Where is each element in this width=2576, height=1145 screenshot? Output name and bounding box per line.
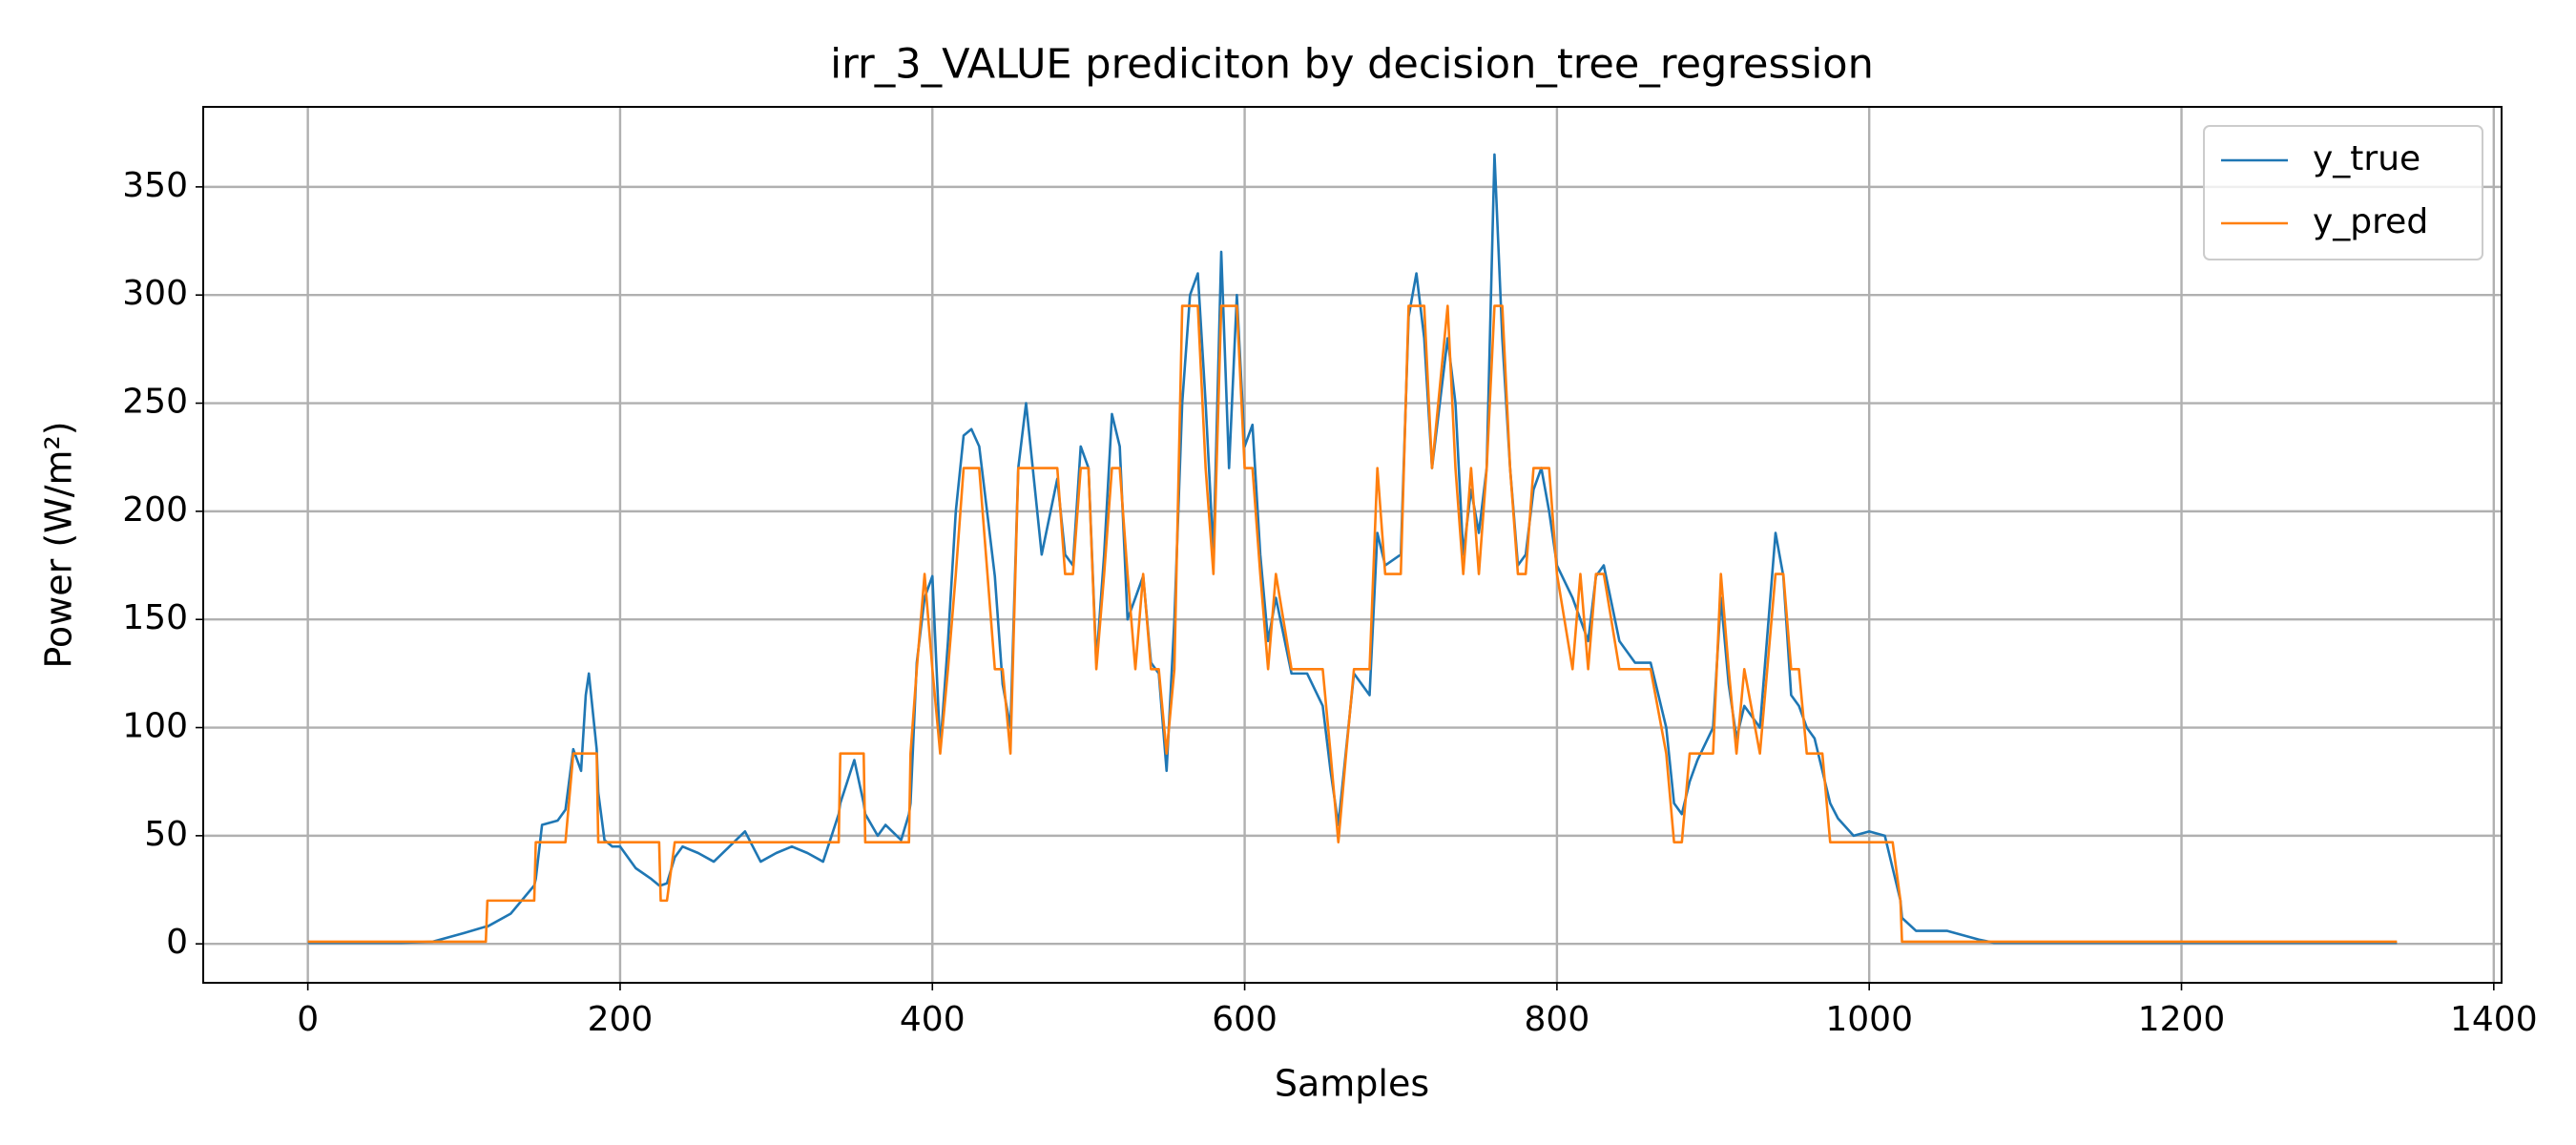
x-tick-label: 200 xyxy=(588,1000,654,1039)
y-axis-label: Power (W/m²) xyxy=(38,421,80,668)
x-tick-label: 1400 xyxy=(2450,1000,2538,1039)
x-tick-label: 0 xyxy=(297,1000,319,1039)
x-tick-label: 800 xyxy=(1525,1000,1590,1039)
x-tick-label: 1000 xyxy=(1825,1000,1913,1039)
x-axis-label: Samples xyxy=(1275,1063,1429,1105)
x-tick-label: 400 xyxy=(900,1000,966,1039)
x-tick-label: 1200 xyxy=(2138,1000,2226,1039)
axes-frame xyxy=(202,106,2503,984)
y-tick-label: 200 xyxy=(122,490,188,530)
y-tick-label: 350 xyxy=(122,166,188,205)
series-line xyxy=(307,304,2398,944)
legend-label: y_true xyxy=(2313,139,2420,178)
y-tick-label: 300 xyxy=(122,274,188,313)
y-tick-label: 250 xyxy=(122,383,188,422)
y-tick-label: 150 xyxy=(122,598,188,637)
legend-label: y_pred xyxy=(2313,202,2428,241)
y-tick-label: 50 xyxy=(144,815,188,854)
x-tick-label: 600 xyxy=(1212,1000,1278,1039)
chart-title: irr_3_VALUE prediciton by decision_tree_… xyxy=(830,41,1874,89)
y-tick-label: 100 xyxy=(122,707,188,746)
y-tick-label: 0 xyxy=(166,923,188,962)
